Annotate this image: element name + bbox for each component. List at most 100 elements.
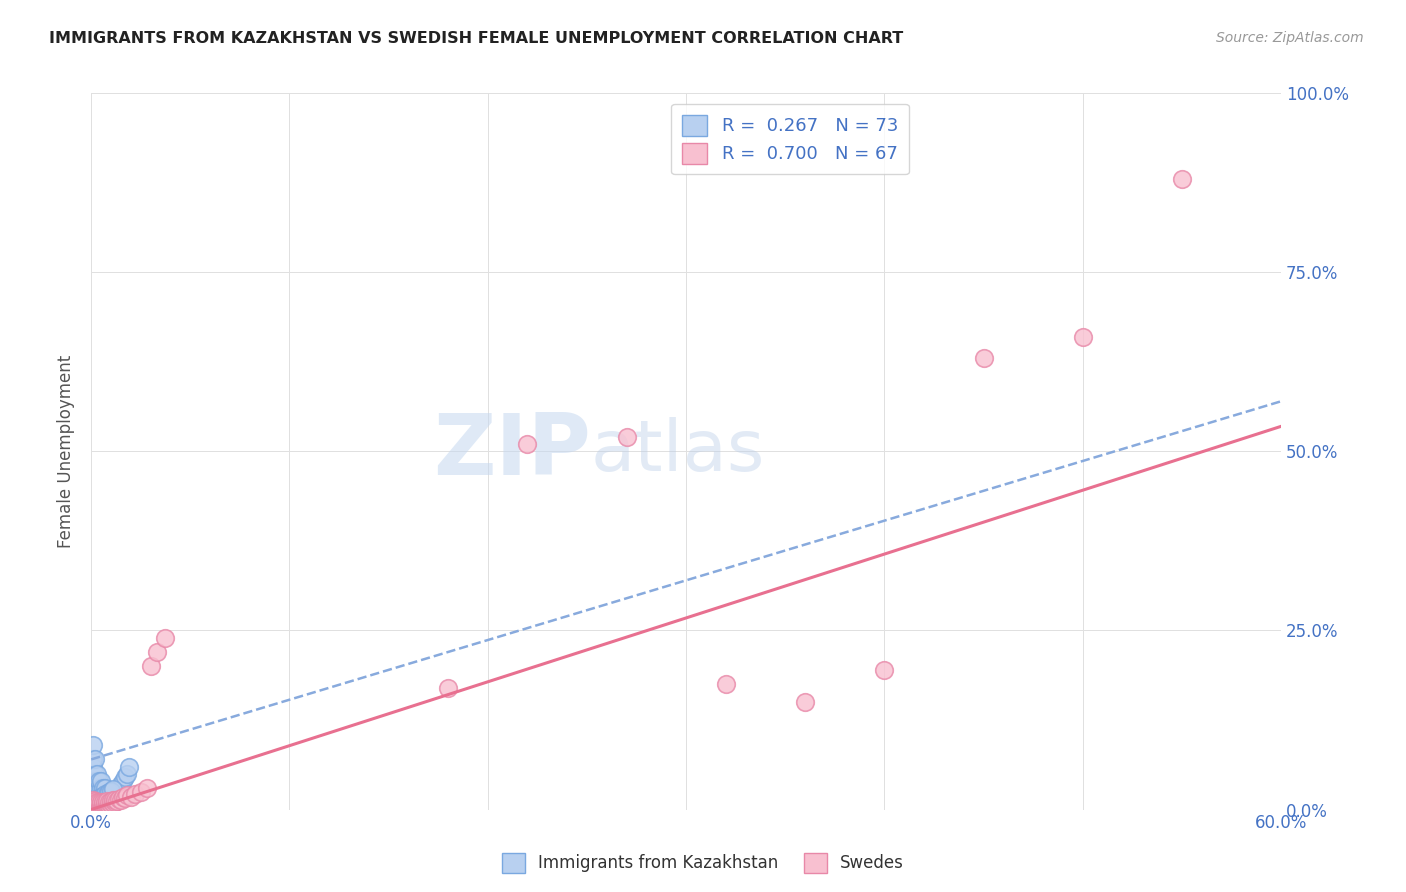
Point	[84, 799, 107, 814]
Point	[1171, 172, 1194, 186]
Point	[84, 798, 107, 813]
Point	[91, 796, 114, 810]
Point	[90, 796, 112, 810]
Point	[82, 796, 104, 810]
Point	[114, 770, 136, 784]
Point	[139, 659, 162, 673]
Point	[96, 798, 118, 813]
Point	[82, 780, 104, 795]
Point	[516, 437, 538, 451]
Point	[114, 791, 136, 805]
Text: IMMIGRANTS FROM KAZAKHSTAN VS SWEDISH FEMALE UNEMPLOYMENT CORRELATION CHART: IMMIGRANTS FROM KAZAKHSTAN VS SWEDISH FE…	[49, 31, 904, 46]
Point	[84, 784, 107, 798]
Point	[90, 773, 112, 788]
Point	[105, 784, 128, 798]
Point	[82, 738, 104, 752]
Point	[98, 797, 121, 812]
Point	[82, 797, 104, 811]
Point	[973, 351, 995, 366]
Point	[90, 789, 112, 804]
Point	[91, 797, 114, 812]
Point	[82, 797, 104, 811]
Text: atlas: atlas	[591, 417, 765, 486]
Point	[82, 752, 104, 766]
Point	[124, 787, 146, 801]
Point	[90, 780, 112, 795]
Point	[104, 792, 127, 806]
Point	[100, 797, 122, 811]
Point	[87, 797, 110, 811]
Point	[98, 796, 121, 810]
Point	[87, 780, 110, 795]
Point	[87, 798, 110, 813]
Point	[118, 759, 141, 773]
Point	[91, 788, 114, 802]
Point	[90, 795, 112, 809]
Point	[91, 799, 114, 814]
Point	[82, 798, 104, 813]
Point	[84, 797, 107, 812]
Point	[84, 792, 107, 806]
Point	[104, 796, 127, 810]
Point	[82, 797, 104, 812]
Point	[100, 794, 122, 808]
Point	[120, 789, 142, 804]
Point	[84, 796, 107, 810]
Text: ZIP: ZIP	[433, 410, 591, 493]
Point	[82, 788, 104, 802]
Point	[82, 794, 104, 808]
Point	[82, 793, 104, 807]
Point	[91, 795, 114, 809]
Point	[82, 792, 104, 806]
Point	[96, 788, 118, 802]
Point	[94, 788, 117, 802]
Point	[87, 797, 110, 812]
Point	[84, 780, 107, 795]
Point	[94, 796, 117, 810]
Point	[110, 777, 132, 791]
Point	[84, 752, 107, 766]
Point	[87, 773, 110, 788]
Point	[145, 645, 167, 659]
Point	[101, 782, 124, 797]
Point	[98, 796, 121, 810]
Point	[82, 799, 104, 814]
Point	[91, 796, 114, 810]
Point	[111, 773, 134, 788]
Point	[87, 792, 110, 806]
Point	[87, 792, 110, 806]
Point	[84, 773, 107, 788]
Point	[94, 798, 117, 813]
Point	[90, 798, 112, 813]
Point	[82, 759, 104, 773]
Point	[108, 792, 131, 806]
Point	[82, 799, 104, 814]
Point	[87, 796, 110, 810]
Point	[153, 631, 176, 645]
Point	[108, 780, 131, 795]
Point	[96, 796, 118, 810]
Point	[96, 794, 118, 808]
Point	[100, 784, 122, 798]
Point	[91, 789, 114, 803]
Point	[84, 796, 107, 810]
Point	[94, 797, 117, 811]
Point	[86, 793, 108, 807]
Point	[90, 797, 112, 812]
Point	[86, 792, 108, 806]
Point	[115, 766, 138, 780]
Point	[110, 793, 132, 807]
Point	[82, 796, 104, 810]
Point	[111, 790, 134, 805]
Point	[86, 773, 108, 788]
Point	[86, 796, 108, 810]
Point	[82, 773, 104, 788]
Point	[437, 681, 460, 695]
Point	[96, 796, 118, 810]
Point	[82, 795, 104, 809]
Point	[82, 799, 104, 814]
Point	[101, 792, 124, 806]
Point	[98, 785, 121, 799]
Point	[105, 794, 128, 808]
Point	[90, 796, 112, 810]
